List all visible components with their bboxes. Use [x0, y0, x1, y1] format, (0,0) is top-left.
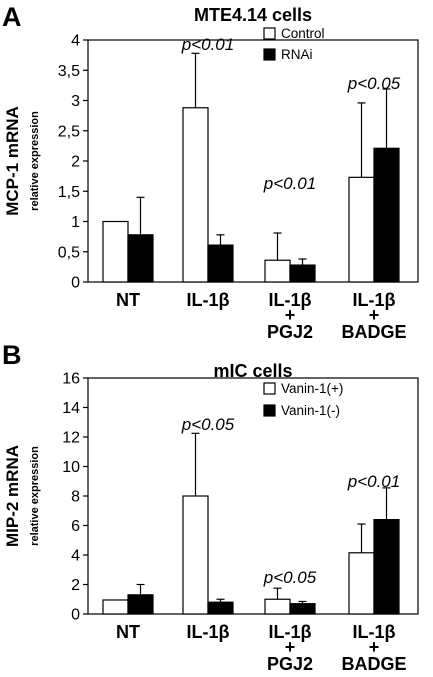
category-label: IL-1β	[353, 290, 396, 310]
bar-rnai	[127, 234, 154, 283]
y-tick-label: 10	[62, 459, 80, 476]
y-tick-label: 1,5	[58, 184, 80, 201]
legend-swatch	[263, 48, 276, 61]
y-tick-label: 4	[71, 33, 80, 50]
bar-control	[102, 220, 129, 283]
legend-swatch	[263, 27, 276, 40]
y-tick-label: 1	[71, 214, 80, 231]
bar-rnai	[373, 147, 400, 283]
bar-vanin-1-	[207, 601, 234, 615]
y-axis-label: MIP-2 mRNA	[3, 445, 22, 547]
bar-vanin-1-	[182, 495, 209, 615]
legend-swatch	[263, 382, 276, 395]
category-label: +	[285, 305, 296, 325]
legend-label: RNAi	[281, 47, 313, 62]
p-value-annotation: p<0.01	[263, 174, 316, 193]
category-label: IL-1β	[187, 290, 230, 310]
p-value-annotation: p<0.05	[347, 74, 401, 93]
panel-label: B	[2, 340, 22, 370]
y-axis-sublabel: relative expression	[29, 446, 41, 546]
bar-vanin-1-	[373, 518, 400, 615]
category-label: BADGE	[341, 654, 406, 674]
category-label: IL-1β	[353, 622, 396, 642]
y-tick-label: 16	[62, 371, 80, 388]
y-tick-label: 2,5	[58, 123, 80, 140]
category-label: NT	[116, 290, 140, 310]
bar-control	[348, 176, 375, 283]
p-value-annotation: p<0.05	[263, 568, 317, 587]
category-label: +	[369, 637, 380, 657]
y-tick-label: 8	[71, 489, 80, 506]
legend-swatch	[263, 404, 276, 417]
p-value-annotation: p<0.05	[181, 415, 235, 434]
y-tick-label: 2	[71, 577, 80, 594]
y-tick-label: 3,5	[58, 63, 80, 80]
chart-title: MTE4.14 cells	[194, 5, 312, 25]
y-axis-sublabel: relative expression	[29, 111, 41, 211]
legend-label: Vanin-1(-)	[281, 403, 340, 418]
y-tick-label: 0	[71, 607, 80, 624]
category-label: BADGE	[341, 322, 406, 342]
legend-label: Vanin-1(+)	[281, 381, 343, 396]
y-tick-label: 2	[71, 154, 80, 171]
bar-vanin-1-	[348, 552, 375, 615]
chart-title: mIC cells	[213, 361, 292, 381]
bar-control	[182, 107, 209, 283]
y-axis-label: MCP-1 mRNA	[3, 106, 22, 216]
p-value-annotation: p<0.01	[347, 472, 400, 491]
category-label: IL-1β	[269, 290, 312, 310]
bar-rnai	[289, 264, 316, 283]
category-label: +	[369, 305, 380, 325]
y-tick-label: 12	[62, 430, 80, 447]
y-tick-label: 4	[71, 548, 80, 565]
category-label: +	[285, 637, 296, 657]
legend-label: Control	[281, 26, 325, 41]
bar-vanin-1-	[102, 599, 129, 615]
category-label: IL-1β	[187, 622, 230, 642]
bar-rnai	[207, 244, 234, 283]
p-value-annotation: p<0.01	[181, 35, 234, 54]
panel-label: A	[2, 2, 22, 32]
y-tick-label: 0	[71, 275, 80, 292]
y-tick-label: 3	[71, 93, 80, 110]
bar-vanin-1-	[264, 598, 291, 615]
y-tick-label: 6	[71, 518, 80, 535]
category-label: IL-1β	[269, 622, 312, 642]
bar-vanin-1-	[289, 603, 316, 615]
y-tick-label: 0,5	[58, 244, 80, 261]
bar-control	[264, 259, 291, 283]
panel-a: A MTE4.14 cells MCP-1 mRNA relative express…	[2, 2, 419, 342]
category-label: PGJ2	[267, 654, 313, 674]
bar-vanin-1-	[127, 594, 154, 615]
y-tick-label: 14	[62, 400, 80, 417]
category-label: NT	[116, 622, 140, 642]
category-label: PGJ2	[267, 322, 313, 342]
